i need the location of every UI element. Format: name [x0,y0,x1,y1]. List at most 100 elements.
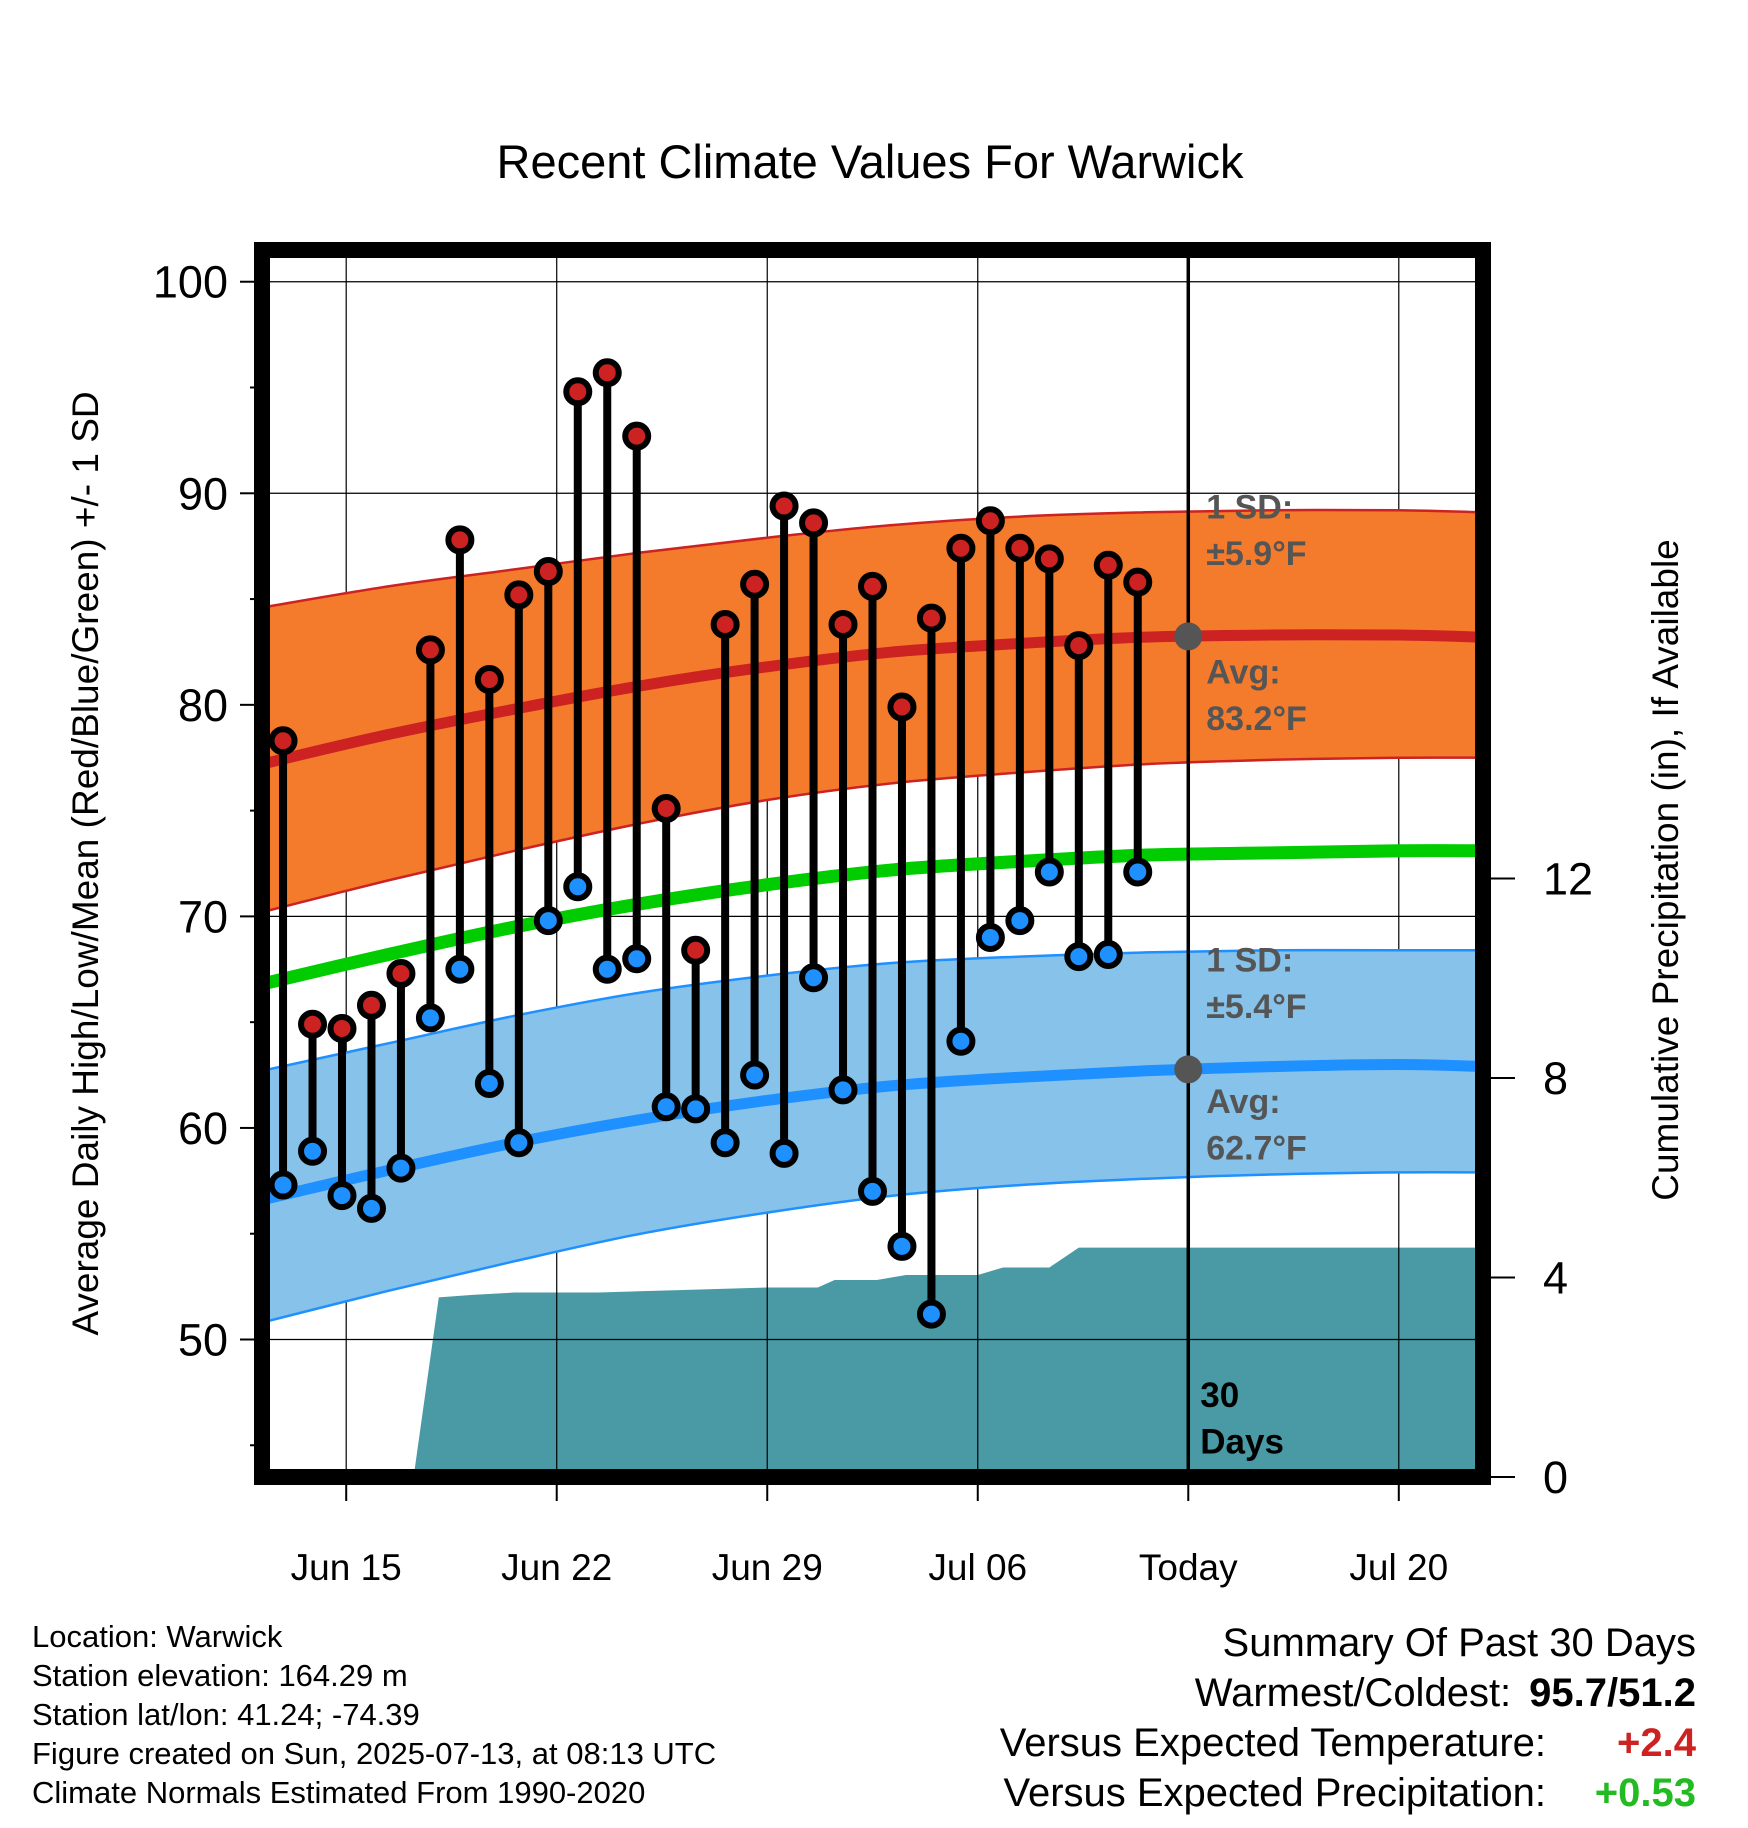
normals-text: Climate Normals Estimated From 1990-2020 [32,1775,646,1810]
daily-low-point [298,1136,328,1166]
daily-high-point [563,377,593,407]
daily-low-point [828,1075,858,1105]
low-avg-value: 62.7°F [1206,1130,1307,1168]
daily-low-point [710,1128,740,1158]
high-upper-line [262,508,1483,609]
daily-obs [445,525,475,984]
x-axis-title: Day [840,1604,906,1610]
daily-obs [740,569,770,1090]
daily-obs [1034,544,1064,887]
daily-low-point [533,906,563,936]
daily-high-point [415,635,445,665]
daily-high-point [1005,533,1035,563]
temp-departure-row: Versus Expected Temperature: +2.4 [1000,1718,1696,1768]
daily-obs [1123,567,1153,887]
daily-obs [1005,533,1035,936]
daily-obs [474,664,504,1099]
y-tick-label: 60 [178,1103,228,1154]
latlon-text: Station lat/lon: 41.24; -74.39 [32,1697,420,1732]
daily-low-point [740,1060,770,1090]
daily-low-point [1064,942,1094,972]
daily-high-point [592,358,622,388]
warmest-coldest-row: Warmest/Coldest: 95.7/51.2 [1000,1668,1696,1718]
daily-low-point [563,872,593,902]
daily-low-point [1093,939,1123,969]
daily-low-point [386,1153,416,1183]
daily-high-point [622,421,652,451]
y-axis-title: Average Daily High/Low/Mean (Red/Blue/Gr… [65,391,106,1335]
daily-high-point [298,1009,328,1039]
low-lower-line [262,1170,1483,1324]
high-avg-value: 83.2°F [1206,700,1307,738]
daily-high-point [1093,550,1123,580]
chart-title: Recent Climate Values For Warwick [497,135,1244,188]
daily-high-point [740,569,770,599]
daily-low-point [415,1003,445,1033]
created-text: Figure created on Sun, 2025-07-13, at 08… [32,1736,717,1771]
x-tick-label: Jun 29 [712,1547,823,1588]
temp-departure-label: Versus Expected Temperature: [999,1721,1546,1765]
low-avg-line [262,1058,1483,1206]
x-tick-label: Jun 15 [291,1547,402,1588]
daily-low-point [887,1231,917,1261]
daily-obs [356,990,386,1223]
daily-obs [504,580,534,1158]
daily-low-point [356,1193,386,1223]
daily-low-point [1034,857,1064,887]
y2-tick-label: 8 [1543,1053,1568,1104]
elevation-text: Station elevation: 164.29 m [32,1658,408,1693]
station-info: Location: Warwick Station elevation: 164… [32,1617,716,1812]
daily-obs [622,421,652,974]
high-avg-line [262,629,1483,770]
y-tick-label: 50 [178,1314,228,1365]
daily-low-point [1123,857,1153,887]
daily-high-point [651,793,681,823]
precip-area [413,1247,1483,1477]
high-lower-line [262,756,1483,914]
precip-departure-label: Versus Expected Precipitation: [1003,1771,1546,1815]
high-sd-title: 1 SD: [1206,489,1293,527]
precip-departure-value: +0.53 [1594,1771,1696,1815]
daily-low-point [504,1128,534,1158]
x-tick-label: Jul 20 [1349,1547,1448,1588]
daily-low-point [445,954,475,984]
y-tick-label: 70 [178,891,228,942]
y2-tick-label: 0 [1543,1452,1568,1503]
daily-high-point [710,609,740,639]
low-sd-value: ±5.4°F [1206,988,1306,1026]
summary-panel: Summary Of Past 30 Days Warmest/Coldest:… [1000,1618,1696,1818]
daily-high-point [946,533,976,563]
today-high-avg-marker [1174,622,1203,651]
x-tick-label: Jul 06 [928,1547,1027,1588]
daily-low-point [769,1138,799,1168]
daily-obs [298,1009,328,1166]
high-sd-value: ±5.9°F [1206,535,1306,573]
daily-high-point [474,664,504,694]
daily-obs [1064,631,1094,972]
daily-low-point [799,963,829,993]
daily-obs [533,557,563,936]
daily-high-point [504,580,534,610]
daily-high-point [916,603,946,633]
daily-low-point [858,1176,887,1206]
daily-low-point [946,1026,976,1056]
daily-low-point [327,1181,357,1211]
daily-obs [887,692,917,1261]
daily-high-point [356,990,386,1020]
daily-obs [858,571,887,1206]
x-tick-label: Jun 22 [501,1547,612,1588]
today-note-line1: 30 [1200,1376,1239,1415]
location-text: Location: Warwick [32,1619,283,1654]
today-note-line2: Days [1200,1423,1284,1462]
daily-obs [769,491,799,1168]
daily-obs [946,533,976,1056]
plot-frame [254,242,1491,1485]
daily-obs [563,377,593,902]
daily-obs [828,609,858,1105]
daily-obs [975,506,1005,953]
daily-low-point [975,923,1005,953]
daily-low-point [474,1069,504,1099]
precip-departure-row: Versus Expected Precipitation: +0.53 [1000,1768,1696,1818]
daily-high-point [1064,631,1094,661]
daily-low-point [268,1170,298,1200]
